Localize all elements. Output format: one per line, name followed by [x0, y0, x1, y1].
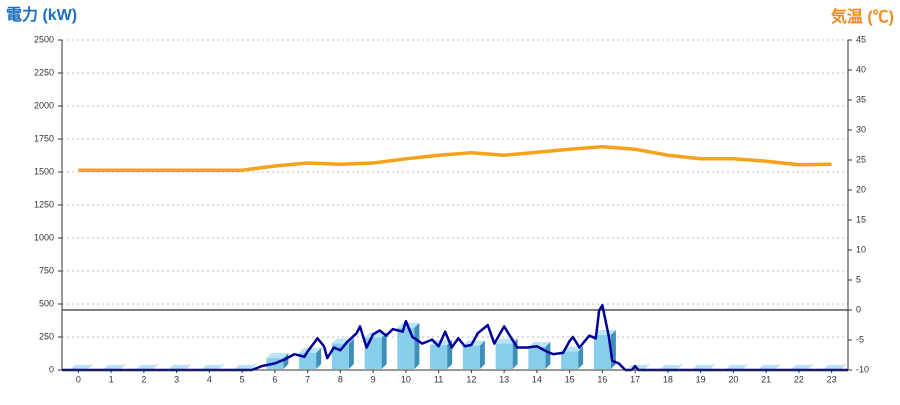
y2-tick-label: 40: [856, 64, 866, 74]
y-tick-label: 1000: [34, 232, 54, 242]
y-tick-label: 250: [39, 331, 54, 341]
bar-side: [545, 341, 551, 369]
y2-tick-label: 30: [856, 124, 866, 134]
y2-tick-label: 0: [856, 304, 861, 314]
y-tick-label: 1500: [34, 166, 54, 176]
x-tick-label: 0: [76, 374, 81, 384]
y2-title: 気温 (℃): [831, 7, 894, 26]
y-tick-label: 0: [49, 364, 54, 374]
bar-side: [414, 322, 420, 369]
bar-side: [479, 340, 485, 369]
x-tick-label: 17: [630, 374, 640, 384]
bar-top: [364, 332, 387, 338]
bar: [495, 343, 513, 369]
x-tick-label: 20: [728, 374, 738, 384]
y-tick-label: 500: [39, 298, 54, 308]
bar: [430, 344, 448, 369]
x-tick-label: 19: [696, 374, 706, 384]
bar-side: [348, 338, 354, 369]
y-tick-label: 1250: [34, 199, 54, 209]
x-tick-label: 14: [532, 374, 542, 384]
x-tick-label: 2: [141, 374, 146, 384]
power-line: [62, 304, 848, 372]
x-tick-label: 22: [794, 374, 804, 384]
x-tick-label: 23: [827, 374, 837, 384]
x-tick-label: 9: [371, 374, 376, 384]
x-tick-label: 5: [240, 374, 245, 384]
x-tick-label: 16: [597, 374, 607, 384]
x-tick-label: 8: [338, 374, 343, 384]
y-tick-label: 750: [39, 265, 54, 275]
bar-side: [381, 332, 387, 369]
y2-tick-label: 20: [856, 184, 866, 194]
bar: [331, 343, 349, 369]
bar: [397, 327, 415, 369]
x-tick-label: 1: [109, 374, 114, 384]
y2-tick-label: -10: [856, 364, 869, 374]
x-tick-label: 3: [174, 374, 179, 384]
y2-tick-label: -5: [856, 334, 864, 344]
x-tick-label: 21: [761, 374, 771, 384]
temperature-line: [78, 145, 832, 172]
bar-top: [299, 347, 322, 353]
bar: [462, 345, 480, 369]
y2-tick-label: 10: [856, 244, 866, 254]
x-tick-label: 7: [305, 374, 310, 384]
bar-side: [316, 347, 322, 369]
x-tick-label: 18: [663, 374, 673, 384]
y2-tick-label: 35: [856, 94, 866, 104]
bar-top: [266, 353, 289, 359]
x-tick-label: 4: [207, 374, 212, 384]
y2-tick-label: 25: [856, 154, 866, 164]
y2-tick-label: 5: [856, 274, 861, 284]
bar: [593, 335, 611, 369]
x-tick-label: 12: [466, 374, 476, 384]
bar-side: [578, 346, 584, 369]
bar: [528, 346, 546, 369]
bar: [561, 351, 579, 369]
y2-tick-label: 45: [856, 34, 866, 44]
y2-tick-label: 15: [856, 214, 866, 224]
bar-top: [593, 330, 616, 336]
y-tick-label: 2000: [34, 100, 54, 110]
x-tick-label: 13: [499, 374, 509, 384]
y-tick-label: 1750: [34, 133, 54, 143]
x-tick-label: 11: [434, 374, 443, 384]
x-tick-label: 10: [401, 374, 411, 384]
bar: [364, 337, 382, 369]
x-tick-label: 6: [272, 374, 277, 384]
chart-title: 電力 (kW): [6, 5, 77, 24]
y-tick-label: 2500: [34, 34, 54, 44]
x-tick-label: 15: [565, 374, 575, 384]
y-tick-label: 2250: [34, 67, 54, 77]
